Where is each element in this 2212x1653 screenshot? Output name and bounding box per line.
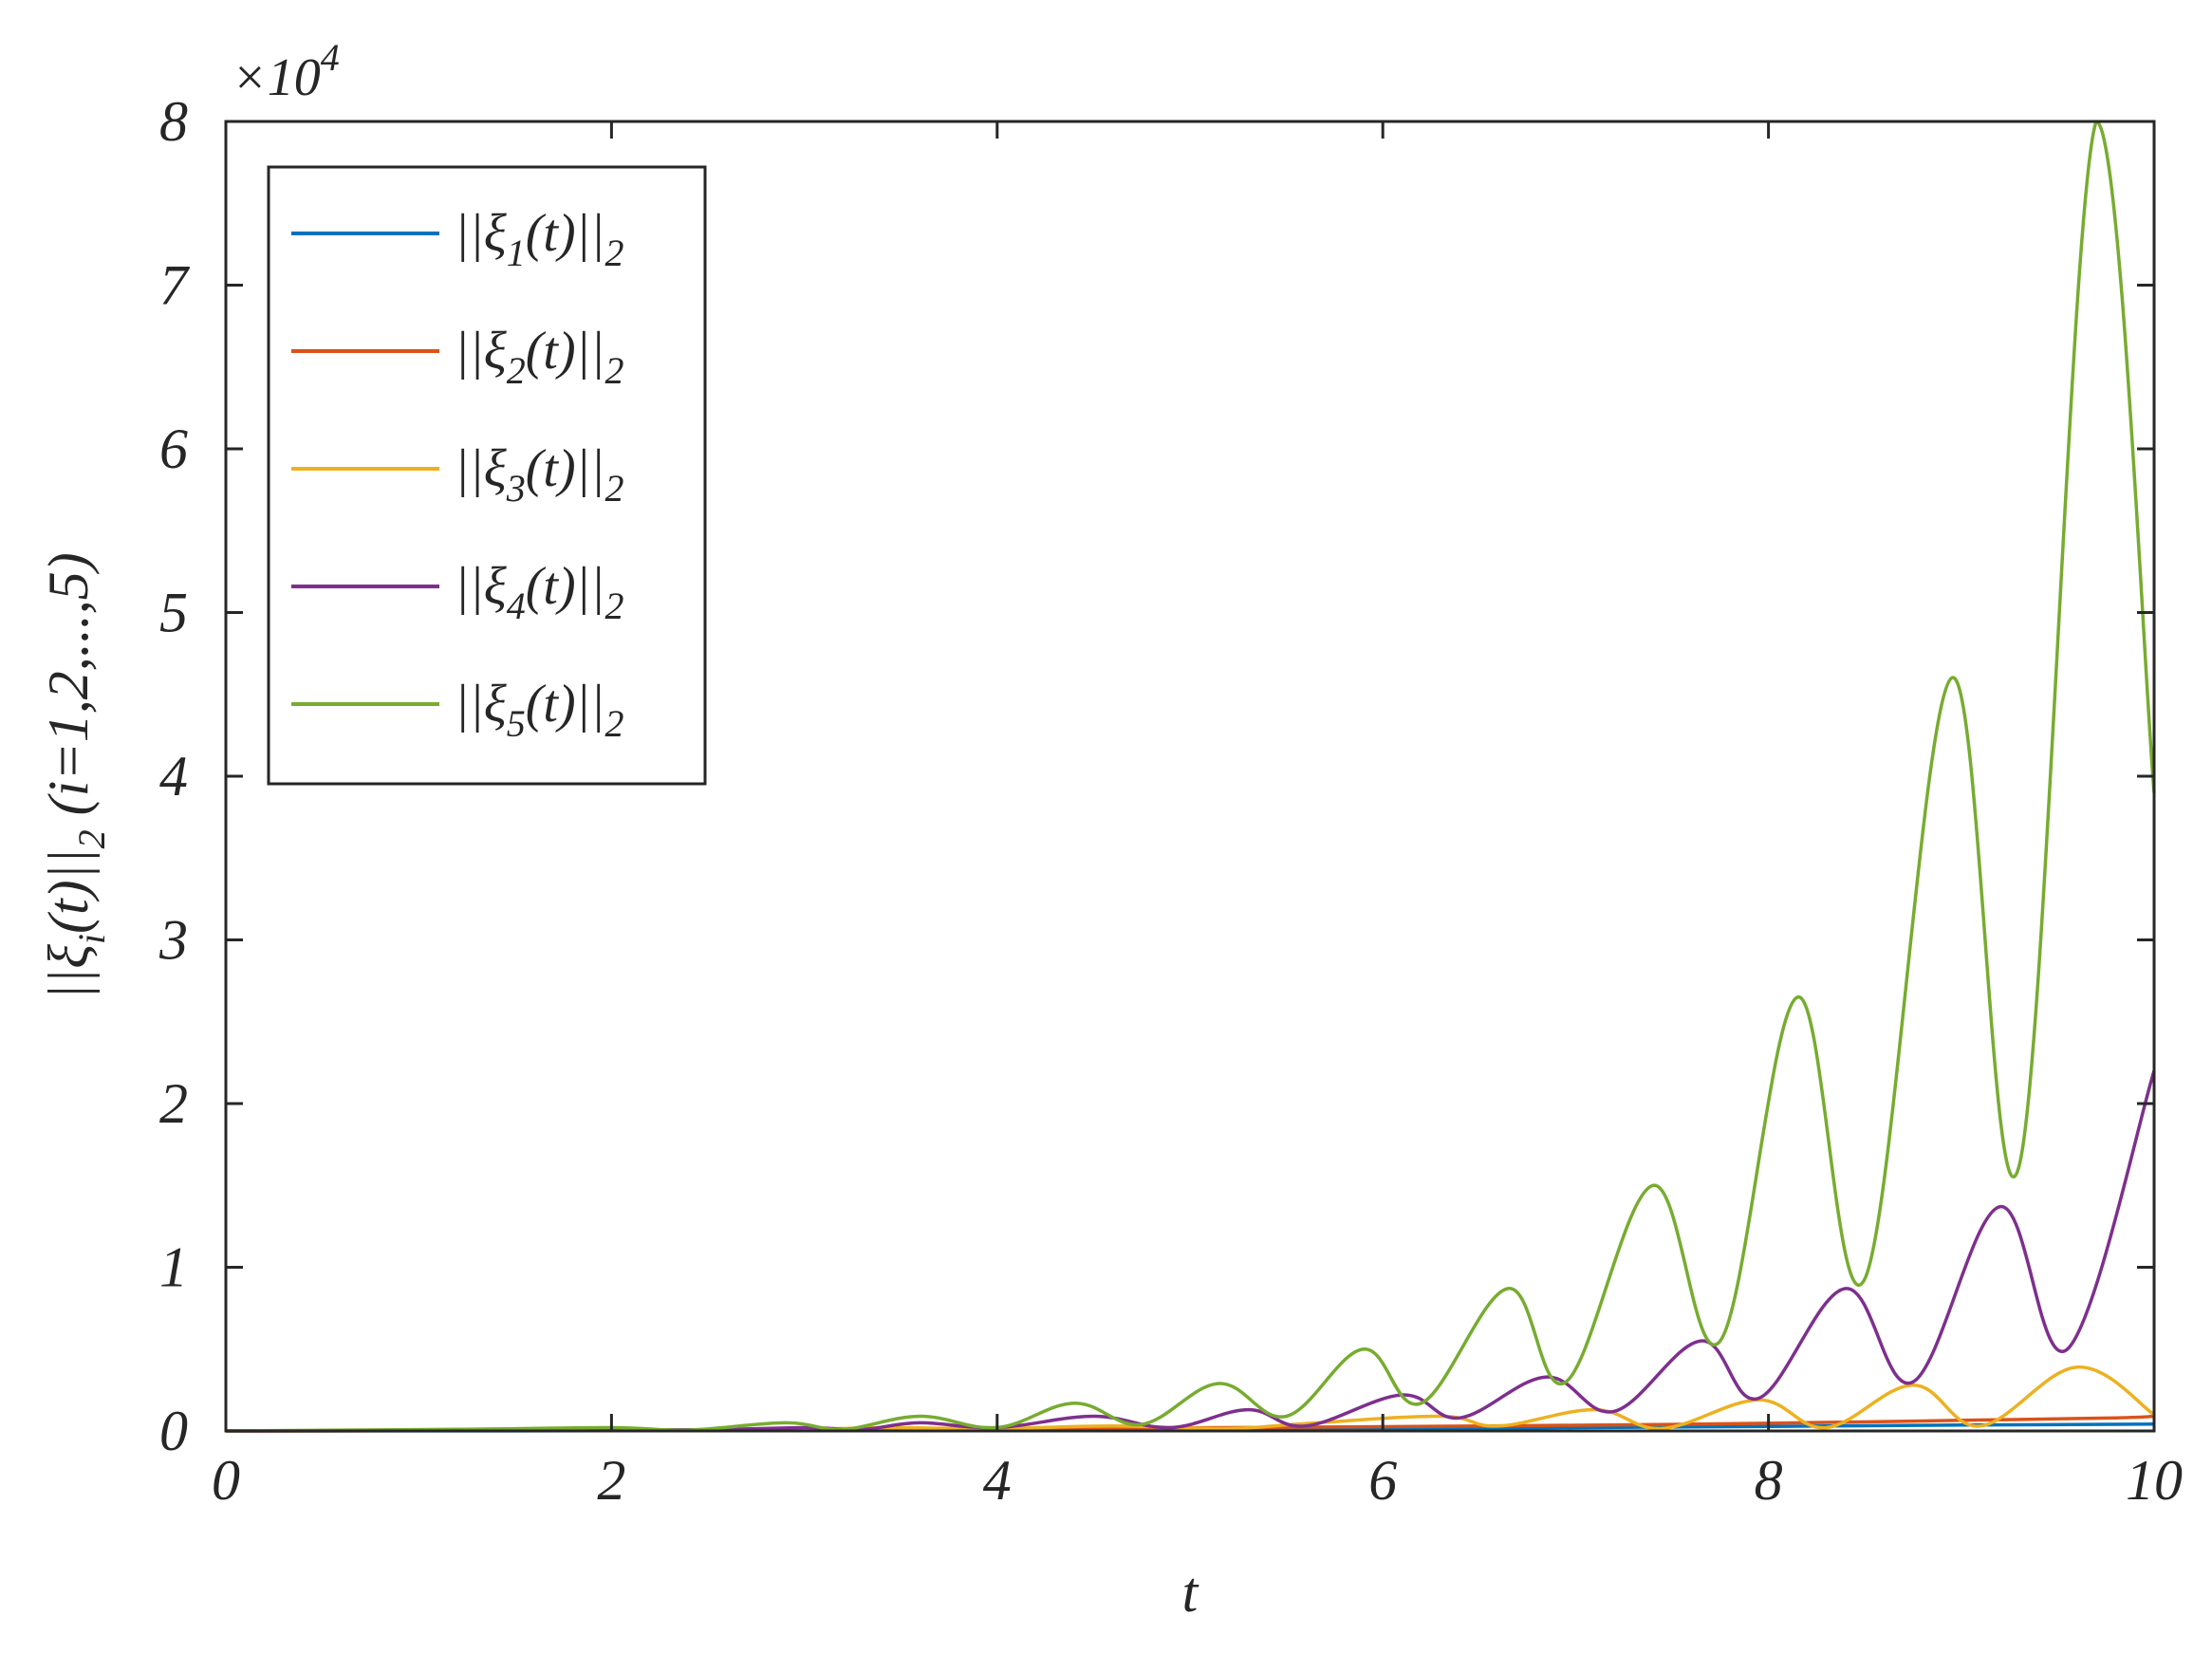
x-tick-label: 6 <box>1368 1449 1397 1512</box>
series-line-3 <box>225 1365 2155 1433</box>
y-axis-label: ||ξi(t)||2 (i=1,2,...,5) <box>37 552 113 1000</box>
legend-label-4: ||ξ4(t)||2 <box>455 557 623 627</box>
y-tick-label: 0 <box>159 1400 188 1462</box>
legend-label-2: ||ξ2(t)||2 <box>455 322 623 392</box>
ticks-layer: 0 2 4 6 8 10 0 1 2 3 4 5 6 7 8 <box>158 90 2183 1512</box>
y-tick-label: 2 <box>159 1072 188 1135</box>
y-tick-label: 6 <box>159 418 188 480</box>
x-tick-label: 2 <box>597 1449 625 1512</box>
legend-box <box>267 165 707 786</box>
x-tick-label: 0 <box>212 1449 240 1512</box>
legend: ||ξ1(t)||2 ||ξ2(t)||2 ||ξ3(t)||2 ||ξ4(t)||2… <box>267 165 707 786</box>
y-tick-label: 4 <box>159 745 188 808</box>
y-exponent-label: ×104 <box>232 36 340 107</box>
y-tick-label: 3 <box>158 909 188 972</box>
y-tick-label: 1 <box>159 1236 188 1299</box>
y-tick-label: 7 <box>159 254 191 317</box>
series-line-5 <box>225 120 2156 1433</box>
legend-label-5: ||ξ5(t)||2 <box>455 675 623 745</box>
x-axis-label: t <box>1182 1561 1199 1624</box>
x-tick-label: 8 <box>1755 1449 1783 1512</box>
x-tick-label: 4 <box>983 1449 1012 1512</box>
y-tick-label: 8 <box>159 90 188 153</box>
legend-label-3: ||ξ3(t)||2 <box>455 439 623 510</box>
x-tick-label: 10 <box>2126 1449 2183 1512</box>
series-line-4 <box>225 1069 2156 1433</box>
y-tick-label: 5 <box>159 582 188 644</box>
legend-label-1: ||ξ1(t)||2 <box>455 204 623 274</box>
